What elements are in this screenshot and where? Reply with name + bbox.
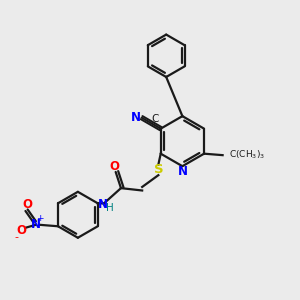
- Text: C(CH$_3$)$_3$: C(CH$_3$)$_3$: [229, 149, 266, 161]
- Text: O: O: [109, 160, 119, 173]
- Text: O: O: [22, 198, 33, 211]
- Text: N: N: [31, 218, 41, 231]
- Text: N: N: [177, 165, 188, 178]
- Text: C: C: [152, 114, 159, 124]
- Text: N: N: [131, 111, 141, 124]
- Text: S: S: [154, 164, 163, 176]
- Text: O: O: [16, 224, 26, 237]
- Text: N: N: [98, 198, 107, 212]
- Text: -: -: [15, 232, 19, 242]
- Text: +: +: [36, 214, 44, 223]
- Text: H: H: [106, 203, 114, 213]
